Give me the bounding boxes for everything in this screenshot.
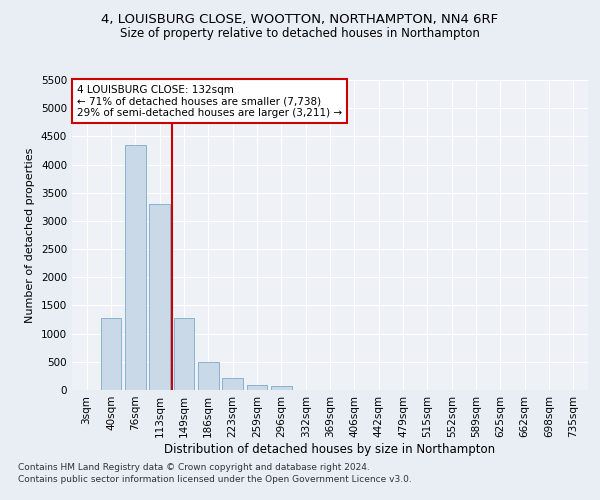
Bar [247, 385, 268, 390]
Bar [222, 378, 243, 390]
Text: Size of property relative to detached houses in Northampton: Size of property relative to detached ho… [120, 28, 480, 40]
Text: 4 LOUISBURG CLOSE: 132sqm
← 71% of detached houses are smaller (7,738)
29% of se: 4 LOUISBURG CLOSE: 132sqm ← 71% of detac… [77, 84, 342, 118]
Bar [101, 318, 121, 390]
X-axis label: Distribution of detached houses by size in Northampton: Distribution of detached houses by size … [164, 442, 496, 456]
Text: Contains HM Land Registry data © Crown copyright and database right 2024.: Contains HM Land Registry data © Crown c… [18, 464, 370, 472]
Y-axis label: Number of detached properties: Number of detached properties [25, 148, 35, 322]
Text: Contains public sector information licensed under the Open Government Licence v3: Contains public sector information licen… [18, 475, 412, 484]
Bar [198, 362, 218, 390]
Bar [271, 386, 292, 390]
Bar [125, 146, 146, 390]
Bar [173, 318, 194, 390]
Bar [149, 204, 170, 390]
Text: 4, LOUISBURG CLOSE, WOOTTON, NORTHAMPTON, NN4 6RF: 4, LOUISBURG CLOSE, WOOTTON, NORTHAMPTON… [101, 12, 499, 26]
